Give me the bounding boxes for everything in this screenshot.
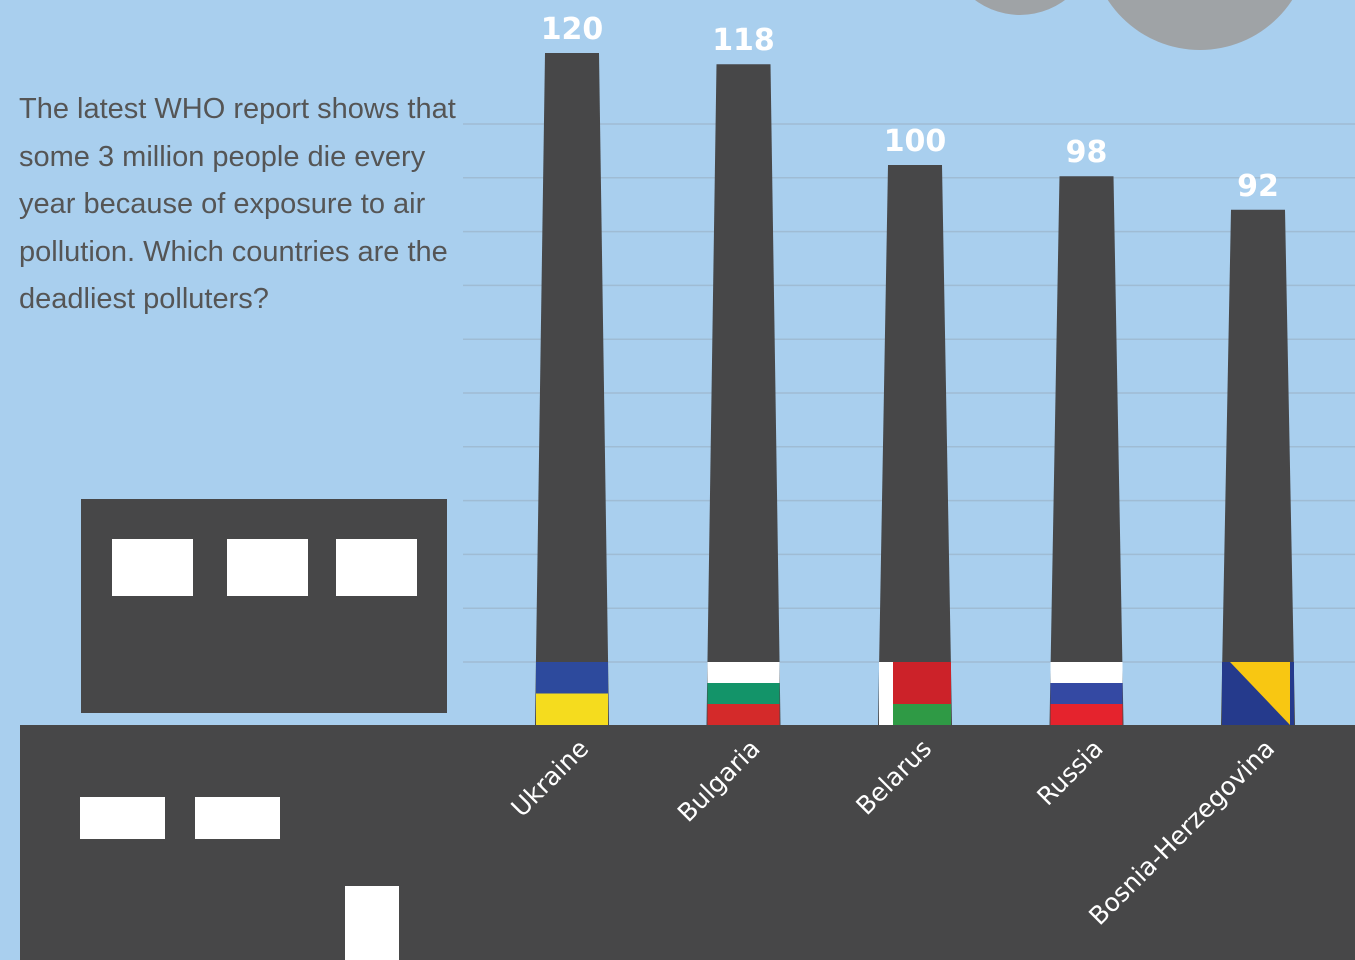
value-label: 100 xyxy=(884,124,947,159)
window xyxy=(336,539,417,596)
chimney xyxy=(1049,176,1124,725)
window xyxy=(227,539,308,596)
chimney xyxy=(878,165,952,725)
flag xyxy=(1230,662,1290,725)
building xyxy=(81,499,447,713)
flag xyxy=(707,662,780,683)
value-label: 118 xyxy=(712,23,775,58)
value-label: 92 xyxy=(1237,169,1279,204)
value-label: 120 xyxy=(541,12,604,47)
flag xyxy=(707,683,780,704)
door xyxy=(345,886,399,960)
chimney xyxy=(535,53,609,725)
flag xyxy=(536,662,608,694)
flag xyxy=(879,704,951,725)
subtitle: The latest WHO report shows that some 3 … xyxy=(19,93,456,315)
flag xyxy=(1050,683,1123,704)
flag xyxy=(1050,662,1123,683)
cloud xyxy=(975,0,1065,15)
flag xyxy=(707,704,780,725)
chimney xyxy=(706,64,781,725)
value-label: 98 xyxy=(1066,135,1108,170)
flag xyxy=(1050,704,1123,725)
window xyxy=(112,539,193,596)
chimney xyxy=(1221,209,1295,726)
window xyxy=(80,797,165,839)
factory xyxy=(20,725,1355,960)
flag xyxy=(879,662,893,725)
cloud xyxy=(1107,0,1293,50)
flag xyxy=(536,693,608,725)
window xyxy=(195,797,280,839)
